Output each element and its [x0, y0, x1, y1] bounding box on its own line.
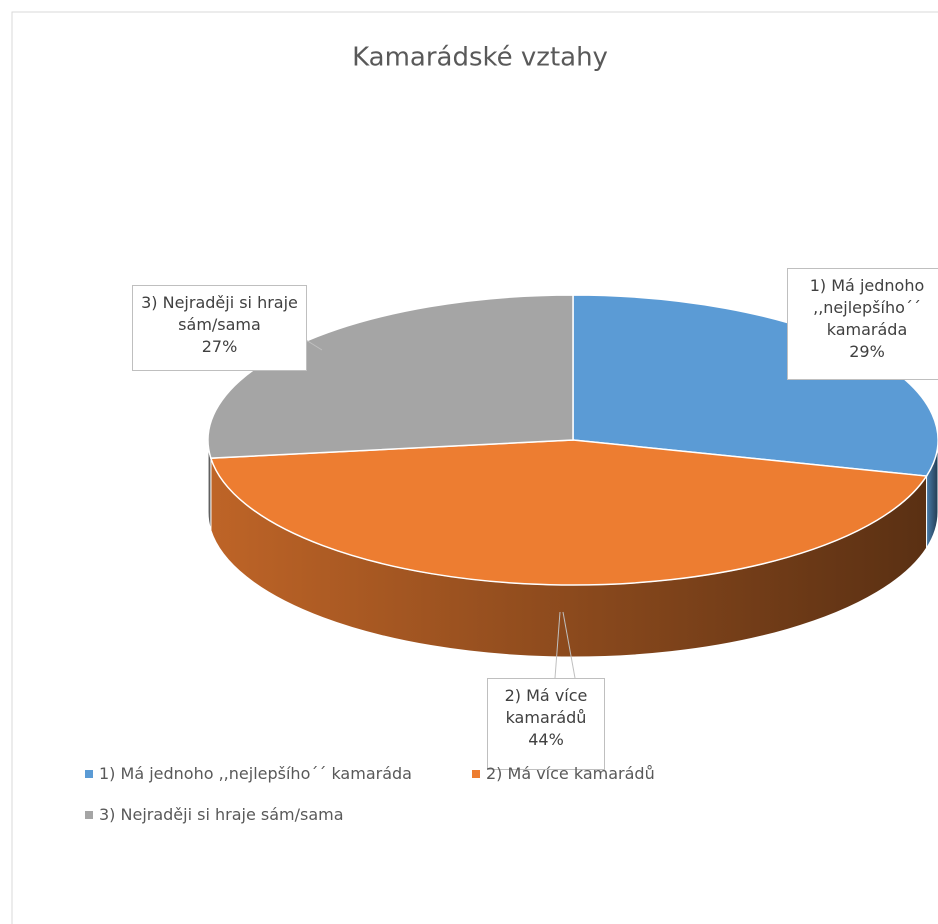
chart-title: Kamarádské vztahy [352, 43, 608, 73]
slice [209, 439, 928, 586]
leader-line [554, 611, 561, 679]
legend-swatch [85, 769, 93, 778]
data-label-category: 1) Má jednoho ,,nejlepšího´´ kamaráda [809, 276, 925, 339]
data-label-value: 29% [849, 342, 885, 361]
legend-item: 1) Má jednoho ,,nejlepšího´´ kamaráda [85, 764, 412, 783]
legend-label: 3) Nejraději si hraje sám/sama [99, 805, 344, 824]
legend-swatch [472, 769, 480, 778]
leaders [305, 339, 576, 679]
data-label: 1) Má jednoho ,,nejlepšího´´ kamaráda 29% [787, 268, 938, 380]
data-label: 2) Má více kamarádů 44% [487, 678, 605, 770]
legend-item: 2) Má více kamarádů [472, 764, 655, 783]
legend-item: 3) Nejraději si hraje sám/sama [85, 805, 344, 824]
leader-line [305, 339, 323, 351]
data-label-category: 2) Má více kamarádů [504, 686, 588, 727]
data-label-value: 44% [528, 730, 564, 749]
leader-line [562, 611, 576, 679]
data-label: 3) Nejraději si hraje sám/sama 27% [132, 285, 307, 371]
legend-label: 1) Má jednoho ,,nejlepšího´´ kamaráda [99, 764, 412, 783]
legend-swatch [85, 810, 93, 819]
data-label-value: 27% [201, 337, 238, 356]
legend-label: 2) Má více kamarádů [486, 764, 655, 783]
data-label-category: 3) Nejraději si hraje sám/sama [141, 293, 298, 334]
